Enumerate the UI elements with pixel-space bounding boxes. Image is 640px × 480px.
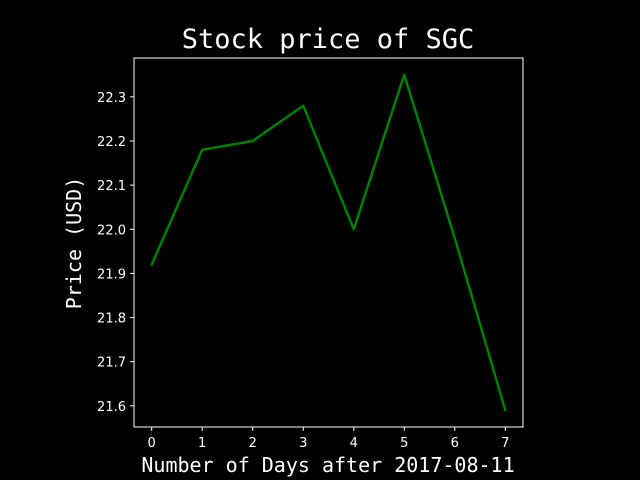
- x-tick-label: 1: [198, 436, 206, 451]
- x-tick-label: 0: [148, 436, 156, 451]
- x-tick-label: 3: [299, 436, 307, 451]
- y-tick-label: 21.8: [97, 312, 126, 327]
- price-data-point: [150, 263, 153, 266]
- y-tick-label: 22.0: [97, 223, 126, 238]
- y-axis-label: Price (USD): [62, 177, 86, 309]
- y-tick-label: 21.9: [97, 267, 126, 282]
- y-axis-ticks: 21.6 21.7 21.8 21.9 22.0 22.1 22.2 22.3: [97, 91, 134, 415]
- plot-area-frame: [133, 57, 524, 428]
- y-tick-label: 21.7: [97, 356, 126, 371]
- price-data-point: [403, 73, 406, 76]
- x-axis-ticks: 0 1 2 3 4 5 6 7: [148, 427, 509, 451]
- price-data-point: [504, 409, 507, 412]
- price-data-point: [201, 148, 204, 152]
- x-tick-label: 5: [400, 436, 408, 451]
- x-tick-label: 7: [501, 436, 509, 451]
- x-tick-label: 4: [350, 436, 358, 451]
- price-data-point: [251, 139, 254, 143]
- price-data-point: [352, 228, 355, 231]
- price-data-point: [302, 104, 305, 107]
- y-tick-label: 22.3: [97, 91, 126, 106]
- y-tick-label: 21.6: [97, 400, 126, 415]
- x-tick-label: 6: [451, 436, 459, 451]
- y-tick-label: 22.2: [97, 135, 126, 150]
- x-tick-label: 2: [249, 436, 257, 451]
- series-group: [150, 73, 507, 412]
- x-axis-label: Number of Days after 2017-08-11: [141, 453, 514, 477]
- y-tick-label: 22.1: [97, 179, 126, 194]
- price-data-point: [453, 236, 456, 240]
- chart-title: Stock price of SGC: [182, 24, 475, 55]
- price-series-line: [150, 73, 507, 411]
